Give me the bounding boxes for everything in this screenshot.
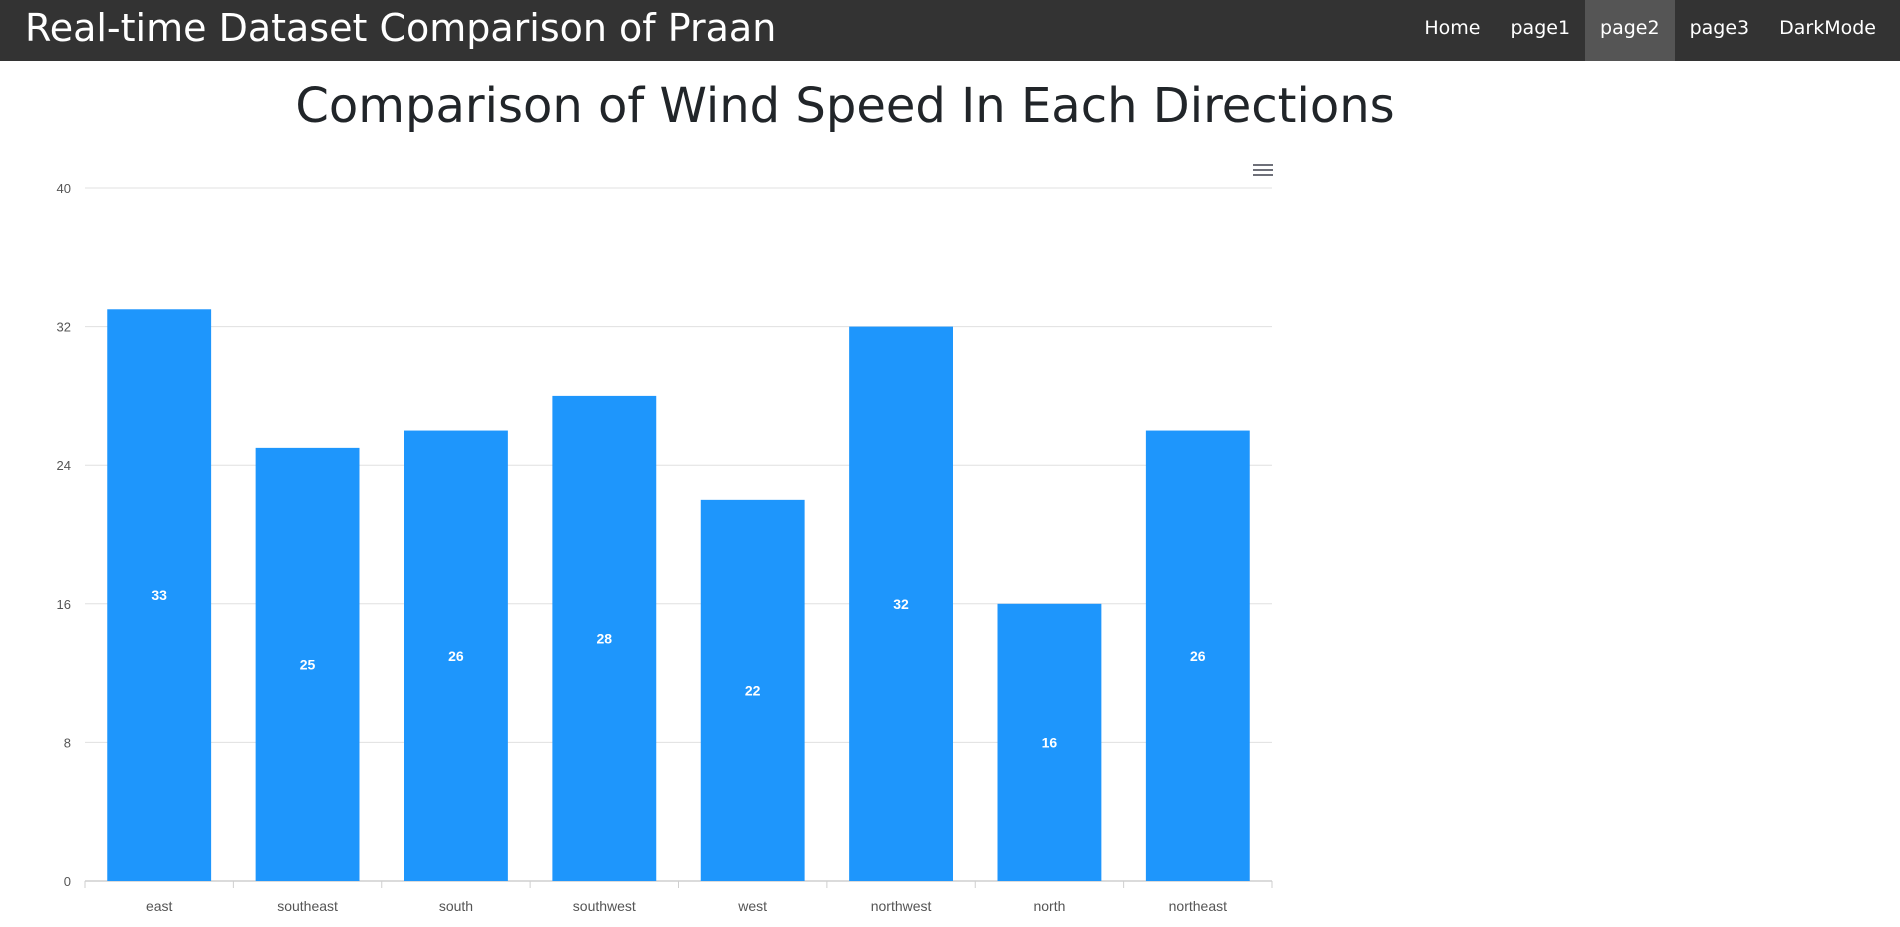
x-tick-label: northwest	[871, 898, 932, 914]
bar-northeast	[1145, 430, 1250, 881]
bar-west	[700, 499, 805, 881]
nav-page3[interactable]: page3	[1689, 17, 1750, 39]
site-title[interactable]: Real-time Dataset Comparison of Praan	[25, 6, 777, 50]
bar-east	[107, 309, 212, 881]
data-label: 22	[745, 682, 761, 698]
bar-southwest	[552, 395, 657, 881]
y-tick-label: 24	[57, 458, 71, 473]
y-tick-label: 32	[57, 320, 71, 335]
bar-chart: 0 8 16 24 32 40 33 east 25 southeast 26 south 28 sout…	[57, 181, 1273, 914]
y-tick-label: 0	[64, 874, 71, 889]
page-title: Comparison of Wind Speed In Each Directi…	[295, 78, 1395, 134]
y-tick-label: 16	[57, 597, 71, 612]
x-tick-label: southeast	[277, 898, 338, 914]
nav-page2[interactable]: page2	[1585, 0, 1675, 61]
nav-darkmode[interactable]: DarkMode	[1779, 17, 1876, 39]
data-label: 28	[597, 630, 613, 646]
bar-northwest	[849, 326, 953, 882]
data-label: 25	[300, 656, 316, 672]
x-tick-label: northeast	[1169, 898, 1227, 914]
y-tick-label: 8	[64, 735, 71, 750]
hamburger-menu-icon[interactable]	[1251, 160, 1275, 180]
bar-north	[997, 603, 1102, 881]
x-tick-label: west	[737, 898, 767, 914]
data-label: 33	[151, 587, 167, 603]
y-tick-label: 40	[57, 181, 71, 196]
x-tick-label: south	[439, 898, 473, 914]
bar-south	[404, 430, 508, 881]
data-label: 16	[1042, 734, 1058, 750]
data-label: 26	[448, 648, 464, 664]
x-tick-label: southwest	[573, 898, 636, 914]
x-tick-label: north	[1033, 898, 1065, 914]
bar-southeast	[255, 447, 360, 881]
data-label: 26	[1190, 648, 1206, 664]
navbar: Real-time Dataset Comparison of Praan Ho…	[0, 0, 1900, 61]
nav-menu: Home page1 page2 page3 DarkMode	[1409, 0, 1900, 61]
x-tick-label: east	[146, 898, 173, 914]
nav-page1[interactable]: page1	[1510, 17, 1571, 39]
chart-container: 0 8 16 24 32 40 33 east 25 southeast 26 south 28 sout…	[0, 150, 1290, 923]
data-label: 32	[893, 596, 909, 612]
nav-home[interactable]: Home	[1424, 17, 1481, 39]
